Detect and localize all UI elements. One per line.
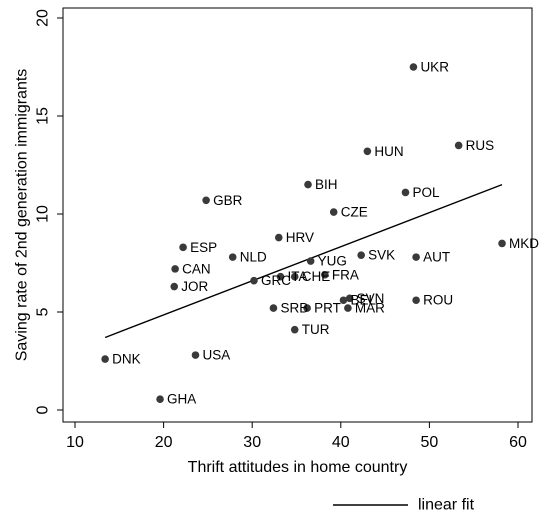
legend-fit-line-label: linear fit: [418, 497, 475, 514]
data-point-rou: [412, 296, 420, 305]
point-label-bel: BEL: [350, 293, 376, 308]
data-point-bih: [304, 180, 312, 189]
x-tick-label: 30: [243, 434, 261, 451]
y-tick-label: 20: [35, 9, 52, 27]
data-point-ita: [276, 272, 285, 281]
y-tick-label: 15: [35, 107, 52, 125]
x-tick-label: 20: [155, 434, 173, 451]
plot-area-border: [62, 7, 533, 423]
point-label-svk: SVK: [368, 248, 395, 263]
legend: linear fit: [333, 497, 475, 514]
x-tick-label: 40: [332, 434, 350, 451]
point-label-usa: USA: [202, 348, 230, 363]
linear-fit-line: [104, 183, 503, 339]
points-layer: [101, 63, 506, 404]
data-point-hun: [363, 147, 372, 156]
data-point-can: [171, 265, 179, 273]
data-point-dnk: [101, 355, 109, 363]
point-label-svn: SVN: [357, 291, 385, 306]
data-point-fra: [321, 270, 329, 279]
data-point-svn: [345, 294, 354, 303]
point-label-mar: MAR: [355, 301, 385, 316]
point-label-rou: ROU: [423, 293, 453, 308]
x-axis-title: Thrift attitudes in home country: [188, 459, 408, 476]
point-label-bih: BIH: [315, 177, 338, 192]
point-label-ita: ITA: [288, 269, 308, 284]
data-point-gha: [156, 395, 164, 404]
point-label-nld: NLD: [240, 250, 267, 265]
x-tick-label: 10: [66, 434, 84, 451]
data-point-tur: [290, 325, 299, 334]
point-label-prt: PRT: [314, 301, 341, 316]
data-point-yug: [306, 257, 315, 265]
data-point-bel: [339, 296, 348, 305]
plot-frame: 10 20 30 40 50 60 0 5 10 15 20: [35, 7, 533, 451]
point-label-tur: TUR: [302, 322, 330, 337]
data-point-hrv: [274, 233, 283, 242]
point-label-grc: GRC: [261, 273, 291, 288]
y-tick-label: 5: [35, 307, 52, 316]
y-tick-label: 0: [35, 405, 52, 414]
point-label-esp: ESP: [190, 240, 217, 255]
point-label-che: CHE: [302, 269, 331, 284]
data-point-che: [290, 272, 299, 281]
data-point-prt: [303, 304, 311, 312]
data-point-svk: [357, 251, 365, 259]
data-point-mar: [344, 304, 352, 312]
y-axis-title: Saving rate of 2nd generation immigrants: [14, 69, 31, 362]
data-point-jor: [170, 282, 179, 291]
point-label-aut: AUT: [423, 250, 450, 265]
fit-line-layer: [104, 183, 503, 339]
data-point-grc: [250, 276, 258, 285]
data-point-srb: [269, 304, 278, 312]
point-label-ukr: UKR: [420, 60, 449, 75]
x-tick-label: 50: [421, 434, 439, 451]
data-point-usa: [191, 351, 200, 359]
point-label-hrv: HRV: [286, 230, 314, 245]
y-tick-label: 10: [35, 205, 52, 223]
data-point-aut: [412, 253, 420, 261]
point-label-jor: JOR: [181, 279, 208, 294]
data-point-ukr: [409, 63, 418, 71]
data-point-esp: [179, 243, 187, 252]
point-labels-layer: UKR RUS HUN BIH POL GBR CZE HRV MKD ESP SVK NLD AUT Y…: [112, 60, 539, 407]
point-label-can: CAN: [182, 261, 211, 276]
point-label-cze: CZE: [341, 205, 368, 220]
point-label-pol: POL: [412, 185, 440, 200]
point-label-srb: SRB: [280, 301, 308, 316]
data-point-mkd: [498, 239, 506, 248]
point-label-yug: YUG: [318, 254, 347, 269]
point-label-gha: GHA: [167, 392, 196, 407]
point-label-rus: RUS: [466, 138, 495, 153]
point-label-hun: HUN: [374, 144, 403, 159]
data-point-cze: [329, 208, 338, 216]
data-point-rus: [454, 141, 463, 150]
data-point-pol: [401, 188, 410, 197]
point-label-mkd: MKD: [509, 236, 539, 251]
x-tick-label: 60: [509, 434, 527, 451]
point-label-dnk: DNK: [112, 352, 141, 367]
data-point-nld: [228, 253, 237, 261]
point-label-fra: FRA: [332, 267, 359, 282]
point-label-gbr: GBR: [213, 193, 243, 208]
data-point-gbr: [202, 196, 210, 205]
